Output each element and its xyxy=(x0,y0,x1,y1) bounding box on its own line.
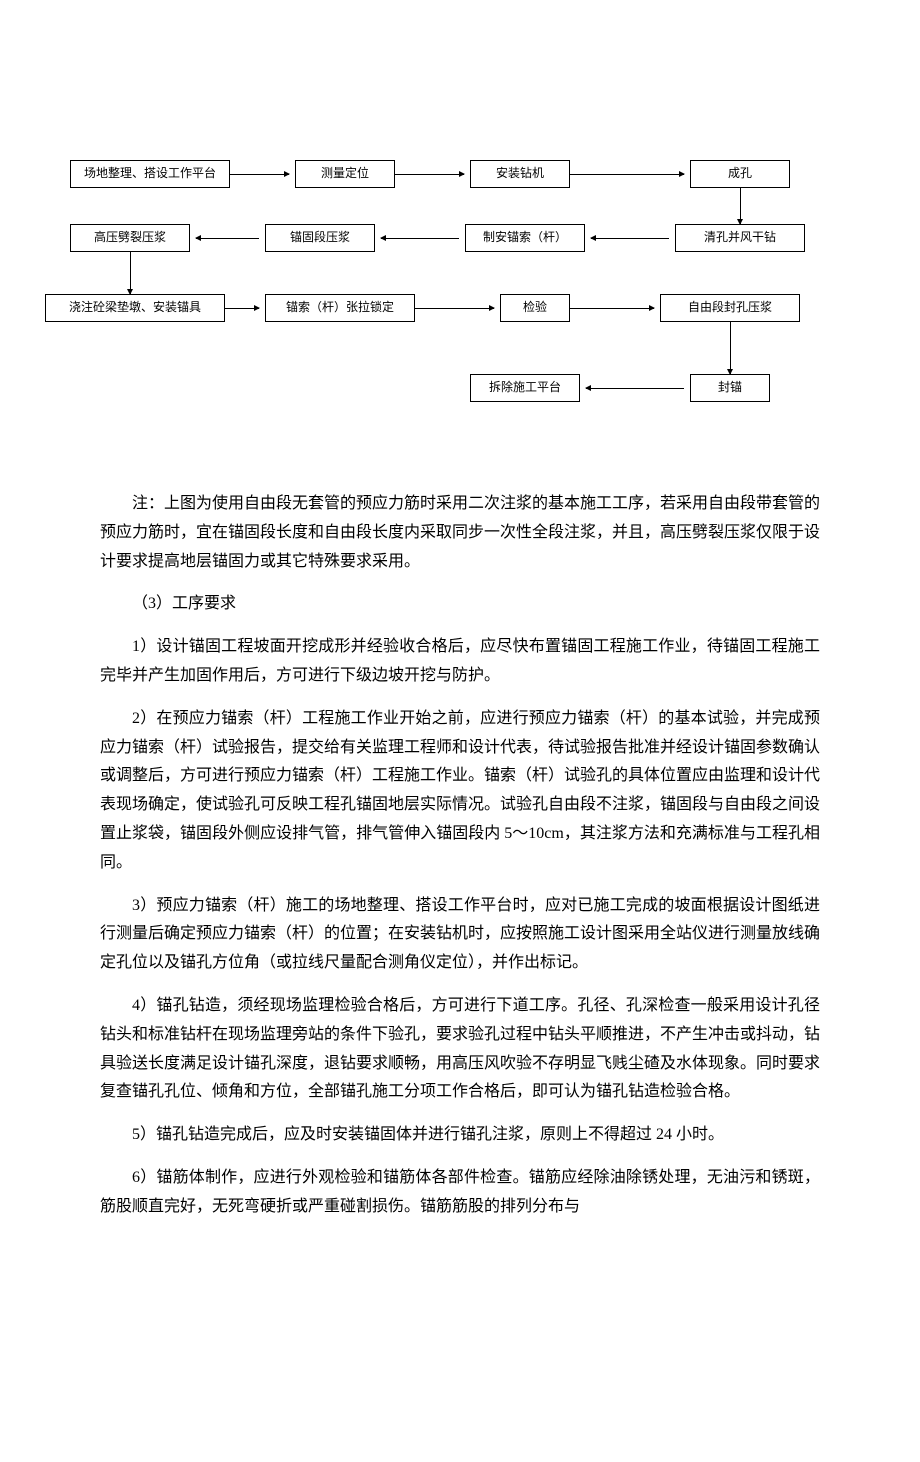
arrow xyxy=(130,252,131,294)
arrow xyxy=(196,238,259,239)
arrow xyxy=(591,238,669,239)
fc-box-r2-3: 制安锚索（杆） xyxy=(465,224,585,252)
para-3: 3）预应力锚索（杆）施工的场地整理、搭设工作平台时，应对已施工完成的坡面根据设计… xyxy=(100,892,820,978)
para-6: 6）锚筋体制作，应进行外观检验和锚筋体各部件检查。锚筋应经除油除锈处理，无油污和… xyxy=(100,1164,820,1222)
fc-box-r1-4: 成孔 xyxy=(690,160,790,188)
fc-box-r4-4: 封锚 xyxy=(690,374,770,402)
arrow xyxy=(586,388,684,389)
fc-box-r4-3: 拆除施工平台 xyxy=(470,374,580,402)
para-1: 1）设计锚固工程坡面开挖成形并经验收合格后，应尽快布置锚固工程施工作业，待锚固工… xyxy=(100,633,820,691)
arrow xyxy=(381,238,459,239)
fc-box-r3-2: 锚索（杆）张拉锁定 xyxy=(265,294,415,322)
arrow xyxy=(570,308,654,309)
para-5: 5）锚孔钻造完成后，应及时安装锚固体并进行锚孔注浆，原则上不得超过 24 小时。 xyxy=(100,1121,820,1150)
arrow xyxy=(415,308,494,309)
note-paragraph: 注：上图为使用自由段无套管的预应力筋时采用二次注浆的基本施工工序，若采用自由段带… xyxy=(100,490,820,576)
arrow xyxy=(230,174,289,175)
arrow xyxy=(570,174,684,175)
document-body: 注：上图为使用自由段无套管的预应力筋时采用二次注浆的基本施工工序，若采用自由段带… xyxy=(0,490,920,1222)
fc-box-r3-1: 浇注砼梁垫墩、安装锚具 xyxy=(45,294,225,322)
arrow xyxy=(740,188,741,224)
fc-box-r1-2: 测量定位 xyxy=(295,160,395,188)
para-2: 2）在预应力锚索（杆）工程施工作业开始之前，应进行预应力锚索（杆）的基本试验，并… xyxy=(100,705,820,878)
arrow xyxy=(225,308,259,309)
fc-box-r1-3: 安装钻机 xyxy=(470,160,570,188)
fc-box-r3-4: 自由段封孔压浆 xyxy=(660,294,800,322)
fc-box-r2-4: 清孔并风干钻 xyxy=(675,224,805,252)
arrow xyxy=(730,322,731,374)
fc-box-r2-1: 高压劈裂压浆 xyxy=(70,224,190,252)
arrow xyxy=(395,174,464,175)
fc-box-r2-2: 锚固段压浆 xyxy=(265,224,375,252)
flowchart-container: 场地整理、搭设工作平台 测量定位 安装钻机 成孔 高压劈裂压浆 锚固段压浆 制安… xyxy=(70,160,850,460)
para-4: 4）锚孔钻造，须经现场监理检验合格后，方可进行下道工序。孔径、孔深检查一般采用设… xyxy=(100,992,820,1107)
fc-box-r3-3: 检验 xyxy=(500,294,570,322)
section-3-heading: （3）工序要求 xyxy=(100,590,820,619)
fc-box-r1-1: 场地整理、搭设工作平台 xyxy=(70,160,230,188)
